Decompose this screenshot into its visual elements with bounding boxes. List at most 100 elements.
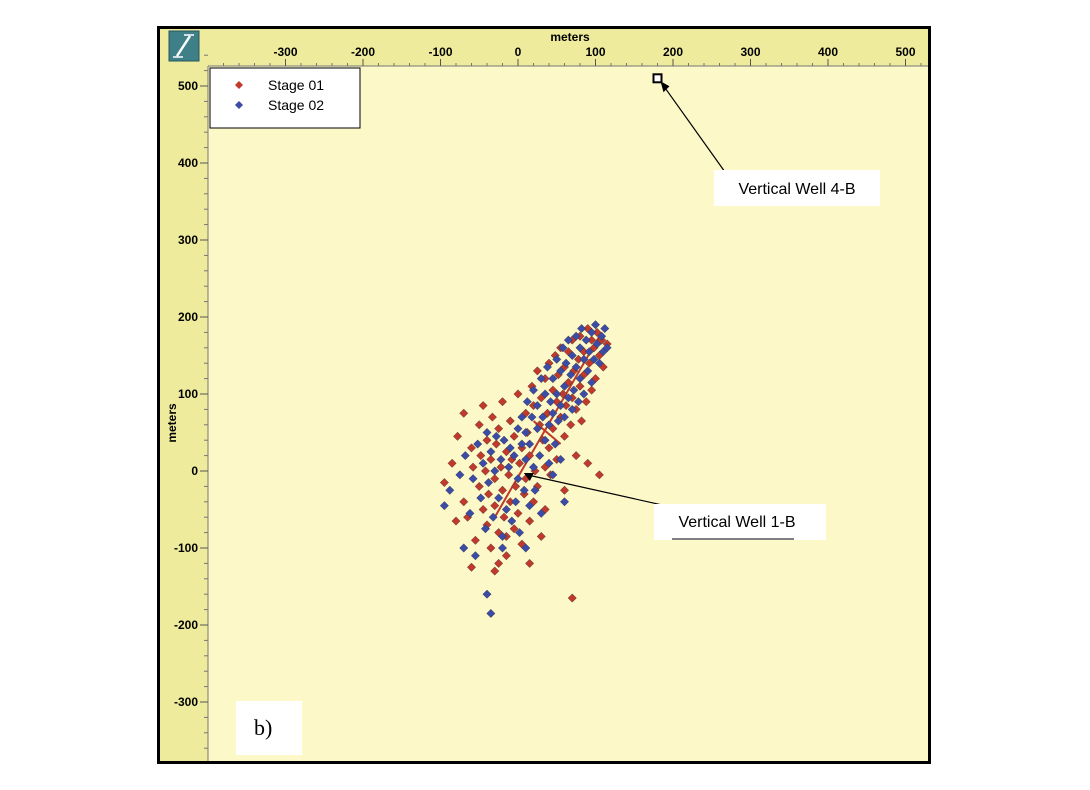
point-stage-02 <box>591 320 600 330</box>
arrow-well-1b <box>527 474 681 510</box>
point-stage-02 <box>519 485 529 495</box>
point-stage-02 <box>575 343 585 353</box>
axis-corner-icon[interactable] <box>168 30 200 62</box>
annotation-well-4b: Vertical Well 4-B <box>652 73 880 206</box>
chart-frame: meters meters -300 -200 -100 0 100 200 300 400 5… <box>157 26 931 764</box>
point-stage-02 <box>445 485 455 495</box>
point-stage-02 <box>498 531 507 541</box>
arrow-head-well-4b <box>660 81 670 93</box>
point-stage-02 <box>527 412 537 422</box>
point-stage-01 <box>544 443 554 453</box>
point-stage-02 <box>579 354 589 364</box>
legend-item-stage-02: Stage 02 <box>235 97 324 113</box>
point-stage-01 <box>480 466 490 476</box>
point-stage-02 <box>542 362 552 372</box>
point-stage-02 <box>498 543 507 553</box>
point-stage-01 <box>478 505 488 514</box>
point-stage-01 <box>459 408 469 418</box>
y-tick-label: -100 <box>174 541 198 555</box>
point-stage-02 <box>513 424 523 434</box>
point-stage-02 <box>600 324 610 334</box>
x-tick-label: 200 <box>663 45 683 59</box>
point-stage-01 <box>498 397 507 407</box>
point-stage-02 <box>597 331 607 341</box>
point-stage-02 <box>544 458 554 468</box>
point-stage-01 <box>587 385 597 395</box>
point-stage-02 <box>594 358 604 368</box>
point-stage-01 <box>505 416 515 426</box>
well-4b-marker <box>652 73 663 84</box>
point-stage-02 <box>496 454 506 464</box>
point-stage-01 <box>571 451 581 461</box>
point-stage-01 <box>583 458 593 468</box>
point-stage-01 <box>513 508 523 518</box>
point-stage-01 <box>532 366 542 376</box>
point-stage-02 <box>587 327 597 337</box>
point-stage-01 <box>536 531 546 541</box>
y-tick-label: 200 <box>178 310 198 324</box>
legend: Stage 01 Stage 02 <box>209 67 361 129</box>
legend-item-stage-01: Stage 01 <box>235 77 324 93</box>
point-stage-01 <box>494 558 504 568</box>
label-box-well-1b <box>654 504 826 540</box>
point-stage-02 <box>486 608 496 618</box>
legend-label-stage-01: Stage 01 <box>268 77 324 93</box>
x-ticks-group: -300 -200 -100 0 100 200 300 400 500 <box>223 45 922 66</box>
x-tick-label: 400 <box>818 45 838 59</box>
point-stage-01 <box>511 481 521 491</box>
point-stage-02 <box>473 439 483 449</box>
point-stage-02 <box>482 589 492 599</box>
point-stage-01 <box>467 443 476 453</box>
point-stage-01 <box>474 420 484 430</box>
point-stage-02 <box>546 397 556 407</box>
point-stage-02 <box>536 374 546 384</box>
point-stage-02 <box>579 389 589 399</box>
legend-box <box>209 67 361 129</box>
point-stage-02 <box>556 454 566 464</box>
point-stage-01 <box>509 524 519 534</box>
point-stage-01 <box>490 501 500 511</box>
scatter-chart: meters meters -300 -200 -100 0 100 200 300 400 5… <box>160 29 928 761</box>
point-stage-02 <box>476 493 486 503</box>
point-stage-01 <box>486 543 496 553</box>
point-stage-02 <box>584 347 594 357</box>
point-stage-02 <box>575 374 585 384</box>
point-stage-01 <box>560 431 569 441</box>
point-stage-01 <box>453 431 463 441</box>
point-stage-01 <box>482 435 492 445</box>
y-tick-label: 500 <box>178 79 198 93</box>
point-stage-01 <box>470 535 480 545</box>
point-stage-02 <box>517 439 527 449</box>
point-stage-02 <box>548 374 558 384</box>
point-stage-02 <box>525 439 535 449</box>
point-stage-01 <box>487 412 497 422</box>
point-stage-02 <box>525 501 535 511</box>
point-stage-02 <box>560 381 569 391</box>
point-stage-02 <box>581 335 591 345</box>
arrow-head-well-1b <box>523 473 534 481</box>
y-tick-label: -300 <box>174 695 198 709</box>
y-tick-label: 400 <box>178 156 198 170</box>
point-stage-02 <box>511 497 521 507</box>
point-stage-01 <box>567 593 577 603</box>
point-stage-02 <box>490 466 500 476</box>
panel-label: b) <box>236 701 302 755</box>
point-stage-02 <box>538 412 548 422</box>
point-stage-02 <box>563 335 573 345</box>
y-tick-label: 100 <box>178 387 198 401</box>
point-stage-02 <box>571 331 581 341</box>
legend-marker-stage-02 <box>235 101 243 109</box>
points-group <box>439 320 612 618</box>
point-stage-02 <box>478 458 488 468</box>
point-stage-02 <box>522 397 532 407</box>
point-stage-02 <box>529 462 538 472</box>
point-stage-02 <box>460 451 470 461</box>
point-stage-02 <box>556 401 566 411</box>
panel-label-text: b) <box>254 715 272 740</box>
point-stage-01 <box>498 485 507 495</box>
point-stage-02 <box>569 385 579 395</box>
point-stage-02 <box>521 454 531 464</box>
point-stage-01 <box>459 497 469 507</box>
point-stage-02 <box>558 343 568 353</box>
point-stage-02 <box>529 385 538 395</box>
